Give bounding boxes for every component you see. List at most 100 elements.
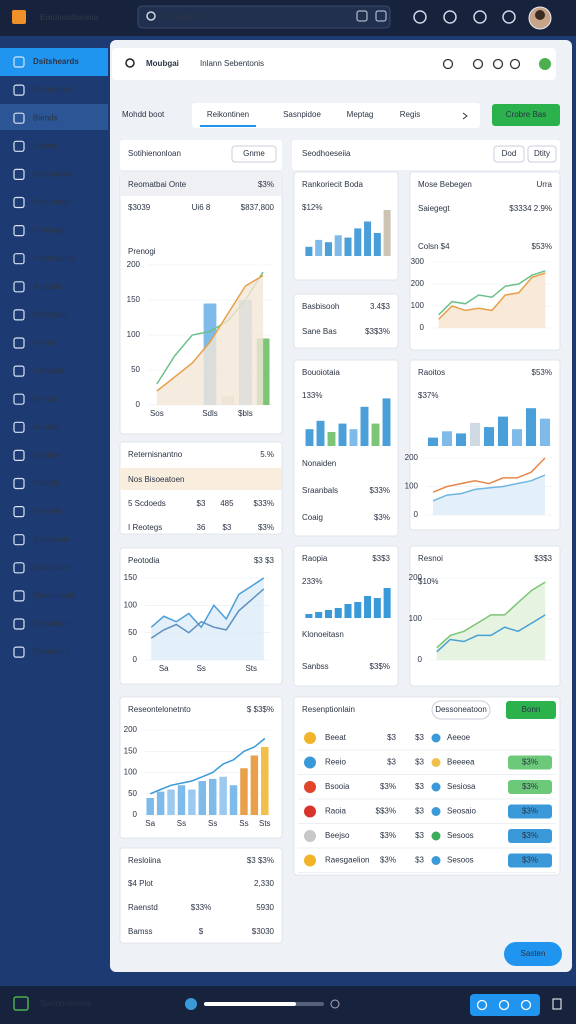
footer-menu[interactable] [552,998,562,1010]
bar [229,785,238,815]
sidebar-item[interactable]: Sooncoolds [33,254,75,263]
sidebar-item[interactable]: Banenarch [33,85,72,94]
table-cell: Bsooia [325,782,350,791]
sidebar-item[interactable]: Cosnis [33,141,57,150]
sidebar-icon [13,393,25,405]
y-tick-label: 150 [127,295,141,304]
x-tick-label: Ss [208,819,217,828]
x-tick-label: Sos [150,409,164,418]
line [149,737,266,795]
sidebar-item[interactable]: Steaoteint [33,647,70,656]
header-icon[interactable] [442,58,454,70]
bar [305,246,313,256]
tab[interactable]: Regis [400,110,420,119]
top-icon[interactable] [473,10,487,24]
sidebar-hover [0,104,108,130]
card-value: $53% [532,368,552,377]
row-value: 2,330 [254,879,275,888]
card-value: 5.% [260,450,274,459]
tab[interactable]: Meptag [347,110,374,119]
card-subvalue: $10% [418,577,438,586]
top-icon[interactable] [413,10,427,24]
card-value: Urra [536,180,552,189]
sidebar [0,36,108,986]
sidebar-item[interactable]: Grraspan [33,366,66,375]
bar [219,776,227,815]
center-panel-control[interactable] [493,145,525,163]
sidebar-item[interactable]: Bancoods [33,310,69,319]
center-panel-control-label[interactable]: Dod [502,149,517,158]
y-tick-label: 50 [131,365,140,374]
search-action[interactable] [375,10,387,22]
search-box[interactable] [137,5,391,29]
left-panel-control-label[interactable]: Gnme [243,149,265,158]
table-cell: $3 [415,856,424,865]
status-pill-label: $3% [522,856,538,865]
sidebar-item[interactable]: Aaosels [33,282,61,291]
table-button[interactable] [506,701,556,719]
table-button-label[interactable]: Bonn [522,705,541,714]
row-value: 485 [220,499,234,508]
row-label: Sanbss [302,662,329,671]
y-tick-label: 300 [411,257,425,266]
sidebar-item[interactable]: Dsitsheards [33,57,79,66]
sidebar-item[interactable]: Scatkionls [33,535,69,544]
sidebar-item[interactable]: Meshiniadis [33,591,75,600]
sidebar-item[interactable]: Aonons [33,422,60,431]
row-dot [431,807,441,816]
y-tick-label: 100 [127,330,141,339]
table-button[interactable] [431,700,491,720]
sidebar-item[interactable]: Biends [33,394,57,403]
sidebar-item[interactable]: Biends [33,113,57,122]
top-icon[interactable] [443,10,457,24]
primary-button-label[interactable]: Crobre Bas [506,110,546,119]
sidebar-item[interactable]: Sitonds [33,479,60,488]
player-icon[interactable] [185,998,197,1010]
status-pill [508,853,552,868]
sidebar-item[interactable]: Bisanaogs [33,198,70,207]
search-action[interactable] [356,10,368,22]
sidebar-item[interactable]: Bsiiasiatts [33,563,69,572]
card-title: Reomatbai Onte [128,180,187,189]
y-tick-label: 100 [124,768,138,777]
row-label: I Reotegs [128,523,162,532]
bar [383,210,391,256]
footer-actions[interactable] [470,994,540,1016]
tab[interactable]: Sasnpidoe [283,110,321,119]
bar [208,778,217,815]
center-panel-control-label[interactable]: Dtity [534,149,550,158]
sidebar-item[interactable]: Samiba [33,451,61,460]
primary-button[interactable] [492,104,560,126]
header-icon[interactable] [472,58,484,70]
header-icon[interactable] [492,58,504,70]
floating-button[interactable] [504,942,562,966]
table-button-label[interactable]: Dessoneatoon [435,705,487,714]
tab[interactable]: Reikontinen [207,110,249,119]
row-value: $3% [374,513,390,522]
sidebar-item[interactable]: Stesoteint [33,619,69,628]
sidebar-icon [13,618,25,630]
top-icon[interactable] [502,10,516,24]
center-panel-control[interactable] [527,145,557,163]
sidebar-item[interactable]: Atonis [33,338,55,347]
row-label: Klonoeitasn [302,630,344,639]
avatar-head [535,10,545,20]
sidebar-item[interactable]: Beesnis [33,507,61,516]
sidebar-icon [13,477,25,490]
x-tick-label: Ss [197,664,206,673]
table-cell: $3 [415,831,424,840]
card-value: $3$3 [534,554,552,563]
sidebar-item[interactable]: Basenaclis [33,170,72,179]
sidebar-item[interactable]: Preciogs [33,226,64,235]
table-cell: Beejso [325,831,350,840]
left-panel-control[interactable] [231,145,277,163]
table-cell: $3% [380,782,396,791]
y-tick-label: 100 [405,482,419,491]
center-panel-title: Seodhoeseiia [302,149,351,158]
bar [338,423,347,446]
header-icon[interactable] [509,58,521,70]
card-title: Mose Bebegen [418,180,472,189]
floating-button-label[interactable]: Sasten [521,949,546,958]
footer-action-icon [520,999,532,1011]
tab-more[interactable] [462,112,468,120]
